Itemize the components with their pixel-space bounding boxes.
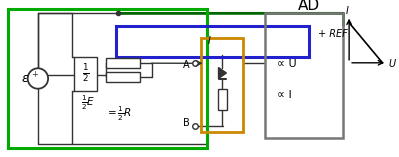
- Text: $\frac{1}{2}E$: $\frac{1}{2}E$: [81, 94, 96, 112]
- Text: +: +: [32, 70, 38, 79]
- Text: ∝ I: ∝ I: [277, 90, 292, 100]
- Bar: [265, 13, 343, 138]
- Text: A: A: [184, 60, 190, 70]
- Text: $= \frac{1}{2}R$: $= \frac{1}{2}R$: [105, 105, 132, 123]
- Polygon shape: [219, 68, 226, 78]
- Text: ε: ε: [22, 72, 28, 85]
- Text: I: I: [345, 6, 348, 16]
- Bar: [201, 38, 243, 132]
- Ellipse shape: [28, 68, 48, 89]
- Bar: [106, 58, 140, 68]
- Bar: [74, 57, 97, 91]
- Text: I: I: [208, 36, 211, 46]
- Text: U: U: [388, 59, 395, 69]
- Bar: [218, 89, 227, 110]
- Text: ∝ U: ∝ U: [277, 59, 297, 69]
- Bar: [106, 72, 140, 82]
- Text: B: B: [184, 118, 190, 128]
- Text: $\frac{1}{2}$: $\frac{1}{2}$: [82, 62, 89, 84]
- Bar: [8, 9, 207, 148]
- Bar: [116, 26, 309, 57]
- Text: AD: AD: [298, 0, 320, 13]
- Text: + REF: + REF: [318, 29, 348, 39]
